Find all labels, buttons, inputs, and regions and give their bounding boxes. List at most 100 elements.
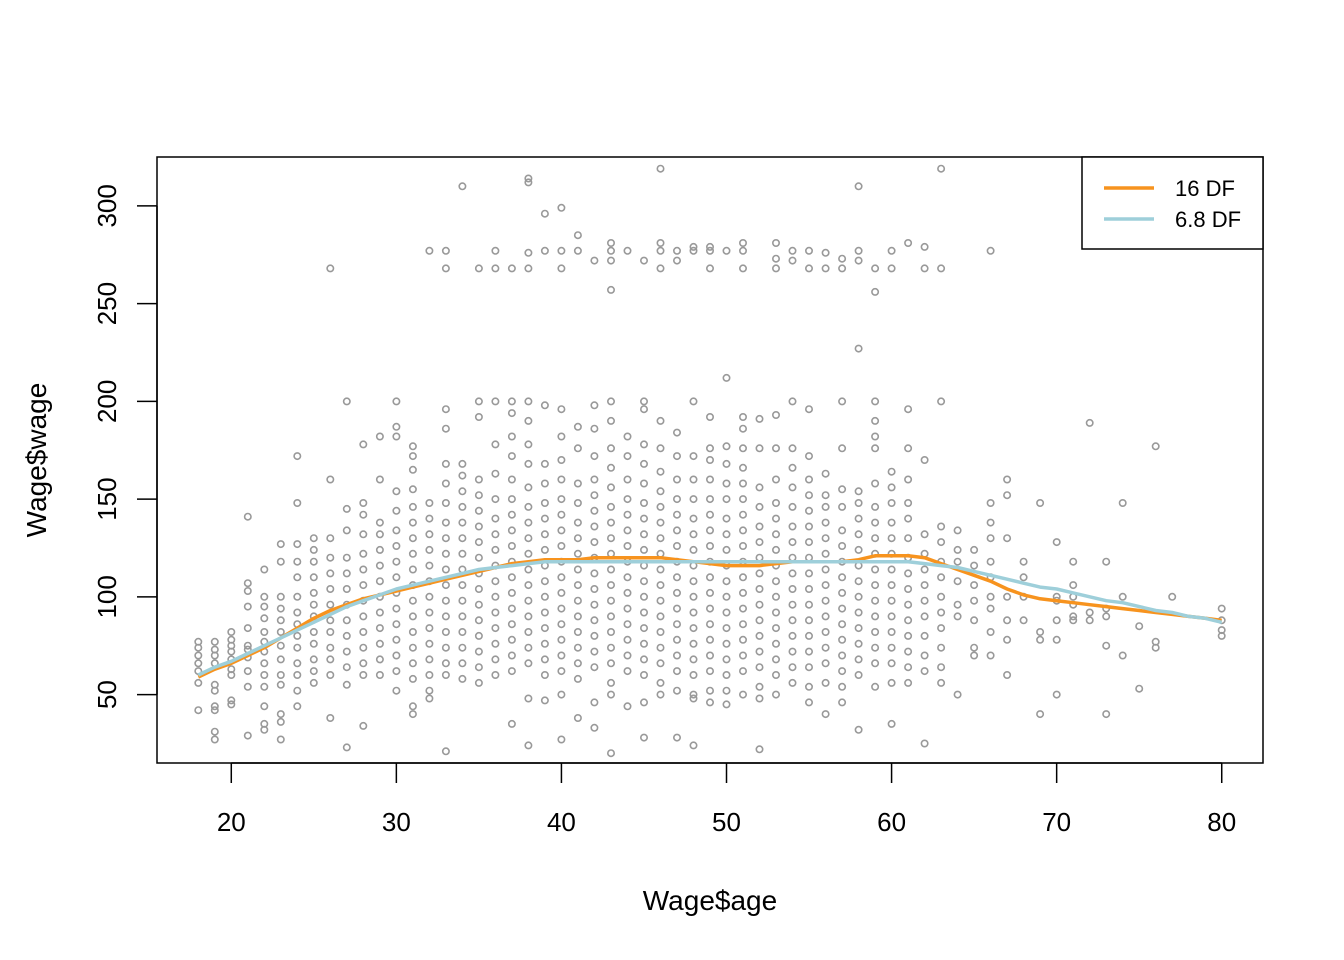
data-point — [854, 608, 863, 617]
data-point — [904, 405, 913, 414]
data-point — [507, 620, 516, 629]
data-point — [705, 541, 714, 550]
data-point — [656, 467, 665, 476]
data-point — [722, 670, 731, 679]
data-point — [1052, 635, 1061, 644]
data-point — [540, 670, 549, 679]
data-point — [1102, 557, 1111, 566]
data-point — [838, 502, 847, 511]
data-point — [276, 710, 285, 719]
data-point — [392, 506, 401, 515]
data-point — [309, 655, 318, 664]
data-point — [524, 694, 533, 703]
data-point — [557, 735, 566, 744]
data-point — [524, 534, 533, 543]
data-point — [276, 717, 285, 726]
data-point — [425, 639, 434, 648]
data-point — [623, 604, 632, 613]
data-point — [689, 608, 698, 617]
data-point — [705, 264, 714, 273]
data-point — [359, 549, 368, 558]
data-point — [887, 659, 896, 668]
data-point — [590, 569, 599, 578]
data-point — [590, 616, 599, 625]
data-point — [524, 264, 533, 273]
data-point — [854, 487, 863, 496]
data-point — [590, 491, 599, 500]
data-point — [375, 624, 384, 633]
y-tick-label: 50 — [92, 680, 122, 709]
data-point — [540, 545, 549, 554]
data-point — [276, 627, 285, 636]
data-point — [771, 545, 780, 554]
data-point — [375, 530, 384, 539]
data-point — [491, 264, 500, 273]
data-point — [425, 608, 434, 617]
data-point — [557, 588, 566, 597]
data-point — [623, 573, 632, 582]
data-point — [871, 612, 880, 621]
data-point — [821, 248, 830, 257]
data-point — [986, 604, 995, 613]
data-point — [1069, 557, 1078, 566]
data-point — [507, 541, 516, 550]
data-point — [672, 475, 681, 484]
data-point — [920, 667, 929, 676]
data-point — [804, 569, 813, 578]
data-point — [392, 620, 401, 629]
data-point — [838, 264, 847, 273]
data-point — [738, 479, 747, 488]
data-point — [689, 741, 698, 750]
data-point — [293, 573, 302, 582]
data-point — [970, 545, 979, 554]
data-point — [540, 459, 549, 468]
data-point — [375, 561, 384, 570]
data-point — [441, 424, 450, 433]
data-point — [689, 670, 698, 679]
data-point — [838, 635, 847, 644]
data-point — [194, 651, 203, 660]
data-point — [590, 424, 599, 433]
data-point — [920, 739, 929, 748]
data-point — [887, 246, 896, 255]
data-point — [309, 534, 318, 543]
data-point — [458, 612, 467, 621]
data-point — [1118, 498, 1127, 507]
data-point — [722, 514, 731, 523]
data-point — [293, 702, 302, 711]
data-point — [590, 522, 599, 531]
y-tick-label: 150 — [92, 477, 122, 520]
data-point — [656, 581, 665, 590]
data-point — [953, 600, 962, 609]
data-point — [887, 612, 896, 621]
x-tick-label: 30 — [382, 807, 411, 837]
data-point — [491, 577, 500, 586]
data-point — [639, 498, 648, 507]
data-point — [375, 432, 384, 441]
data-point — [771, 264, 780, 273]
data-point — [491, 592, 500, 601]
data-point — [293, 670, 302, 679]
data-point — [623, 702, 632, 711]
data-point — [227, 635, 236, 644]
data-point — [243, 667, 252, 676]
data-point — [540, 696, 549, 705]
data-point — [672, 686, 681, 695]
data-point — [871, 444, 880, 453]
data-point — [788, 246, 797, 255]
data-point — [408, 518, 417, 527]
data-point — [887, 643, 896, 652]
data-point — [342, 397, 351, 406]
data-point — [804, 616, 813, 625]
data-point — [623, 475, 632, 484]
data-point — [342, 743, 351, 752]
data-point — [672, 733, 681, 742]
data-point — [904, 569, 913, 578]
data-point — [606, 502, 615, 511]
data-point — [738, 444, 747, 453]
data-point — [887, 678, 896, 687]
data-point — [722, 479, 731, 488]
data-point — [755, 522, 764, 531]
data-point — [639, 592, 648, 601]
data-point — [656, 502, 665, 511]
